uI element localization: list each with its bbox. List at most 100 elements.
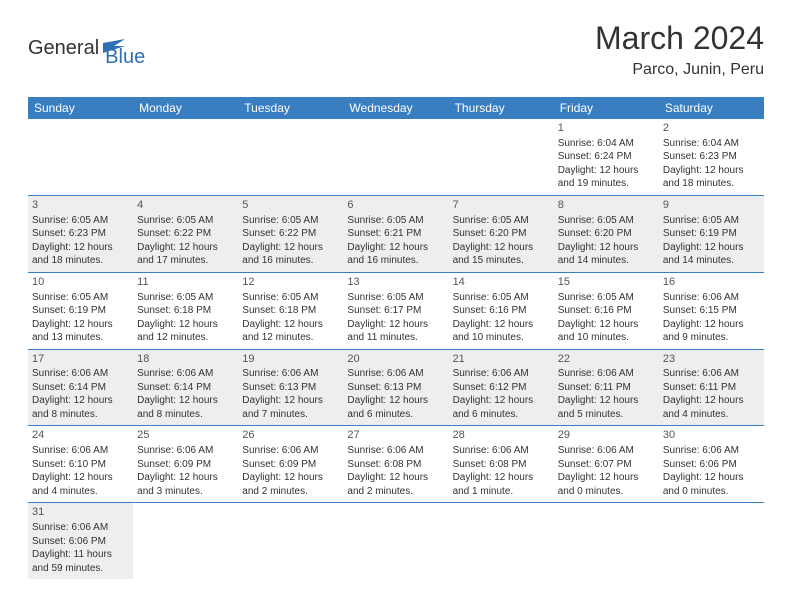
sunrise-text: Sunrise: 6:05 AM: [663, 214, 760, 228]
day-number: 27: [347, 428, 444, 443]
calendar-day-cell: 11Sunrise: 6:05 AMSunset: 6:18 PMDayligh…: [133, 272, 238, 349]
sunrise-text: Sunrise: 6:05 AM: [137, 214, 234, 228]
weekday-header: Friday: [554, 97, 659, 119]
calendar-day-cell: 20Sunrise: 6:06 AMSunset: 6:13 PMDayligh…: [343, 349, 448, 426]
daylight-text: Daylight: 12 hours and 7 minutes.: [242, 394, 339, 421]
sunrise-text: Sunrise: 6:05 AM: [453, 291, 550, 305]
sunrise-text: Sunrise: 6:04 AM: [558, 137, 655, 151]
calendar-week-row: 17Sunrise: 6:06 AMSunset: 6:14 PMDayligh…: [28, 349, 764, 426]
sunset-text: Sunset: 6:23 PM: [663, 150, 760, 164]
sunset-text: Sunset: 6:19 PM: [663, 227, 760, 241]
day-number: 6: [347, 198, 444, 213]
sunset-text: Sunset: 6:15 PM: [663, 304, 760, 318]
day-number: 19: [242, 352, 339, 367]
day-number: 10: [32, 275, 129, 290]
day-number: 18: [137, 352, 234, 367]
calendar-day-cell: 25Sunrise: 6:06 AMSunset: 6:09 PMDayligh…: [133, 426, 238, 503]
calendar-day-cell: 7Sunrise: 6:05 AMSunset: 6:20 PMDaylight…: [449, 195, 554, 272]
sunrise-text: Sunrise: 6:06 AM: [347, 444, 444, 458]
day-number: 24: [32, 428, 129, 443]
sunrise-text: Sunrise: 6:06 AM: [137, 444, 234, 458]
sunrise-text: Sunrise: 6:06 AM: [663, 291, 760, 305]
sunrise-text: Sunrise: 6:06 AM: [347, 367, 444, 381]
day-number: 11: [137, 275, 234, 290]
daylight-text: Daylight: 12 hours and 4 minutes.: [32, 471, 129, 498]
calendar-empty-cell: [554, 503, 659, 579]
sunrise-text: Sunrise: 6:06 AM: [242, 367, 339, 381]
calendar-week-row: 3Sunrise: 6:05 AMSunset: 6:23 PMDaylight…: [28, 195, 764, 272]
calendar-day-cell: 2Sunrise: 6:04 AMSunset: 6:23 PMDaylight…: [659, 119, 764, 195]
sunrise-text: Sunrise: 6:06 AM: [32, 367, 129, 381]
daylight-text: Daylight: 12 hours and 14 minutes.: [663, 241, 760, 268]
logo-text-blue: Blue: [105, 46, 145, 69]
sunset-text: Sunset: 6:06 PM: [663, 458, 760, 472]
day-number: 28: [453, 428, 550, 443]
daylight-text: Daylight: 12 hours and 12 minutes.: [242, 318, 339, 345]
weekday-header: Monday: [133, 97, 238, 119]
daylight-text: Daylight: 12 hours and 10 minutes.: [558, 318, 655, 345]
daylight-text: Daylight: 12 hours and 6 minutes.: [347, 394, 444, 421]
calendar-empty-cell: [449, 503, 554, 579]
daylight-text: Daylight: 12 hours and 15 minutes.: [453, 241, 550, 268]
sunset-text: Sunset: 6:16 PM: [453, 304, 550, 318]
daylight-text: Daylight: 12 hours and 19 minutes.: [558, 164, 655, 191]
sunset-text: Sunset: 6:09 PM: [242, 458, 339, 472]
sunset-text: Sunset: 6:18 PM: [137, 304, 234, 318]
calendar-day-cell: 5Sunrise: 6:05 AMSunset: 6:22 PMDaylight…: [238, 195, 343, 272]
sunset-text: Sunset: 6:06 PM: [32, 535, 129, 549]
daylight-text: Daylight: 12 hours and 11 minutes.: [347, 318, 444, 345]
day-number: 8: [558, 198, 655, 213]
calendar-day-cell: 17Sunrise: 6:06 AMSunset: 6:14 PMDayligh…: [28, 349, 133, 426]
day-number: 4: [137, 198, 234, 213]
weekday-header: Wednesday: [343, 97, 448, 119]
day-number: 5: [242, 198, 339, 213]
daylight-text: Daylight: 12 hours and 5 minutes.: [558, 394, 655, 421]
sunrise-text: Sunrise: 6:05 AM: [32, 291, 129, 305]
calendar-day-cell: 29Sunrise: 6:06 AMSunset: 6:07 PMDayligh…: [554, 426, 659, 503]
daylight-text: Daylight: 12 hours and 2 minutes.: [242, 471, 339, 498]
daylight-text: Daylight: 12 hours and 9 minutes.: [663, 318, 760, 345]
calendar-day-cell: 12Sunrise: 6:05 AMSunset: 6:18 PMDayligh…: [238, 272, 343, 349]
calendar-day-cell: 23Sunrise: 6:06 AMSunset: 6:11 PMDayligh…: [659, 349, 764, 426]
calendar-day-cell: 19Sunrise: 6:06 AMSunset: 6:13 PMDayligh…: [238, 349, 343, 426]
calendar-day-cell: 18Sunrise: 6:06 AMSunset: 6:14 PMDayligh…: [133, 349, 238, 426]
day-number: 22: [558, 352, 655, 367]
calendar-day-cell: 10Sunrise: 6:05 AMSunset: 6:19 PMDayligh…: [28, 272, 133, 349]
header: General Blue March 2024 Parco, Junin, Pe…: [28, 20, 764, 79]
sunset-text: Sunset: 6:14 PM: [137, 381, 234, 395]
day-number: 15: [558, 275, 655, 290]
daylight-text: Daylight: 12 hours and 1 minute.: [453, 471, 550, 498]
daylight-text: Daylight: 12 hours and 8 minutes.: [32, 394, 129, 421]
calendar-day-cell: 8Sunrise: 6:05 AMSunset: 6:20 PMDaylight…: [554, 195, 659, 272]
sunrise-text: Sunrise: 6:06 AM: [32, 444, 129, 458]
sunset-text: Sunset: 6:23 PM: [32, 227, 129, 241]
calendar-empty-cell: [449, 119, 554, 195]
weekday-header: Sunday: [28, 97, 133, 119]
sunset-text: Sunset: 6:24 PM: [558, 150, 655, 164]
day-number: 30: [663, 428, 760, 443]
daylight-text: Daylight: 12 hours and 17 minutes.: [137, 241, 234, 268]
day-number: 17: [32, 352, 129, 367]
location: Parco, Junin, Peru: [595, 61, 764, 79]
calendar-week-row: 10Sunrise: 6:05 AMSunset: 6:19 PMDayligh…: [28, 272, 764, 349]
sunrise-text: Sunrise: 6:06 AM: [558, 367, 655, 381]
day-number: 2: [663, 121, 760, 136]
day-number: 1: [558, 121, 655, 136]
title-block: March 2024 Parco, Junin, Peru: [595, 20, 764, 79]
sunset-text: Sunset: 6:22 PM: [242, 227, 339, 241]
calendar-day-cell: 28Sunrise: 6:06 AMSunset: 6:08 PMDayligh…: [449, 426, 554, 503]
daylight-text: Daylight: 12 hours and 13 minutes.: [32, 318, 129, 345]
calendar-day-cell: 13Sunrise: 6:05 AMSunset: 6:17 PMDayligh…: [343, 272, 448, 349]
calendar-empty-cell: [133, 119, 238, 195]
calendar-day-cell: 9Sunrise: 6:05 AMSunset: 6:19 PMDaylight…: [659, 195, 764, 272]
day-number: 14: [453, 275, 550, 290]
day-number: 7: [453, 198, 550, 213]
sunrise-text: Sunrise: 6:06 AM: [137, 367, 234, 381]
calendar-day-cell: 26Sunrise: 6:06 AMSunset: 6:09 PMDayligh…: [238, 426, 343, 503]
daylight-text: Daylight: 12 hours and 3 minutes.: [137, 471, 234, 498]
calendar-day-cell: 27Sunrise: 6:06 AMSunset: 6:08 PMDayligh…: [343, 426, 448, 503]
daylight-text: Daylight: 12 hours and 6 minutes.: [453, 394, 550, 421]
daylight-text: Daylight: 12 hours and 8 minutes.: [137, 394, 234, 421]
day-number: 9: [663, 198, 760, 213]
sunset-text: Sunset: 6:13 PM: [242, 381, 339, 395]
